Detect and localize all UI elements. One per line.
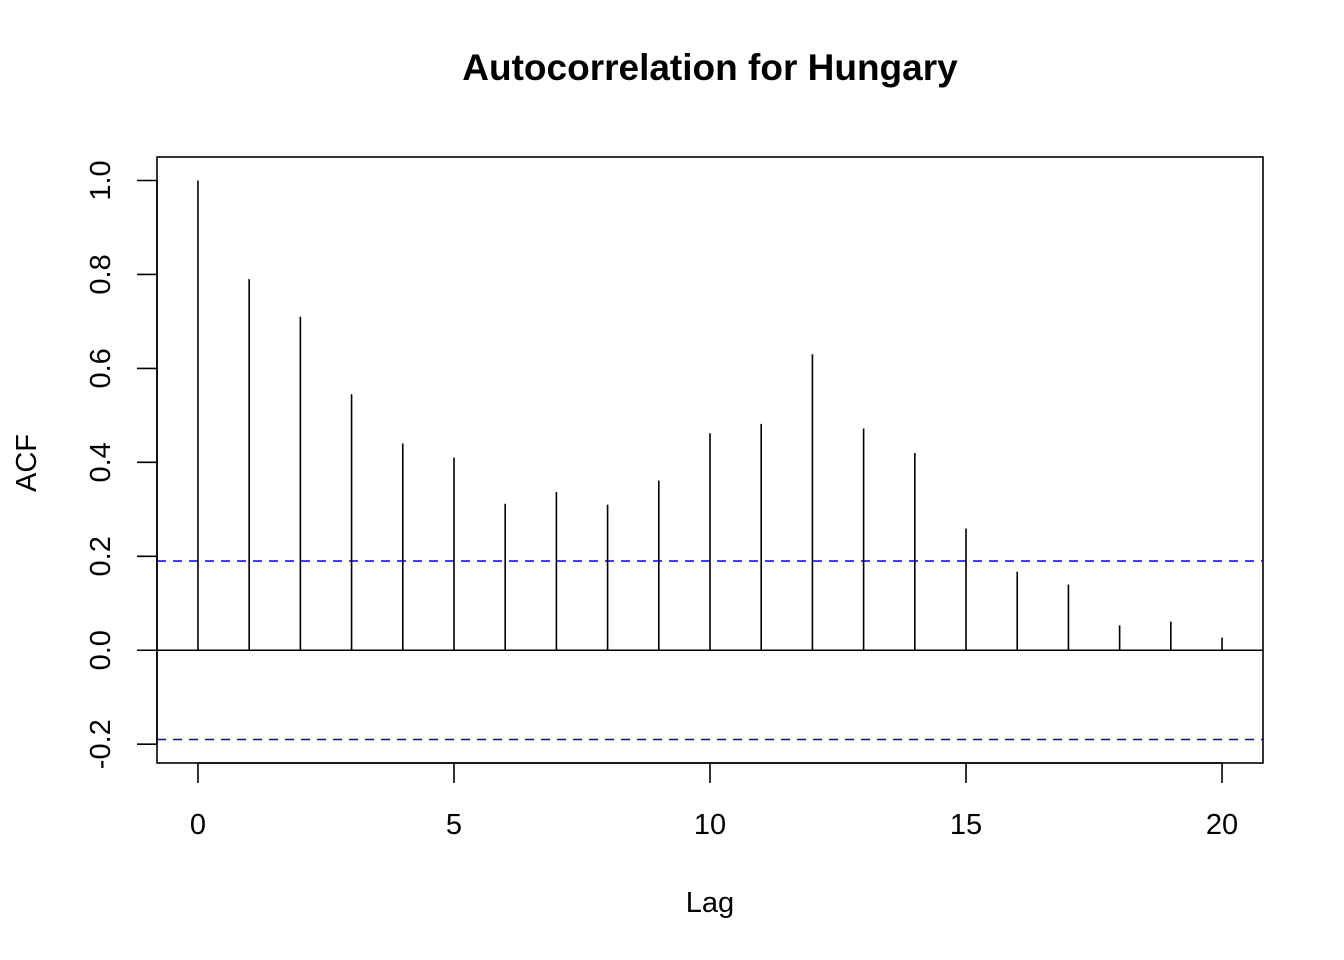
x-tick-label: 15 <box>950 809 982 841</box>
chart-title: Autocorrelation for Hungary <box>462 47 958 88</box>
x-axis-label: Lag <box>686 887 734 919</box>
y-tick-label: 0.8 <box>85 254 117 294</box>
y-tick-label: 0.6 <box>85 348 117 388</box>
x-tick-label: 10 <box>694 809 726 841</box>
y-tick-label: 0.0 <box>85 630 117 670</box>
x-tick-label: 0 <box>190 809 206 841</box>
y-axis-label: ACF <box>11 434 43 492</box>
x-tick-label: 5 <box>446 809 462 841</box>
y-tick-label: 0.2 <box>85 536 117 576</box>
x-tick-label: 20 <box>1206 809 1238 841</box>
plot-area: 0 5 10 15 20 -0.2 0.0 0.2 0.4 0.6 0.8 1.0 <box>85 156 1264 841</box>
y-tick-label: 0.4 <box>85 442 117 482</box>
y-tick-label: -0.2 <box>85 719 117 769</box>
y-tick-label: 1.0 <box>85 160 117 200</box>
